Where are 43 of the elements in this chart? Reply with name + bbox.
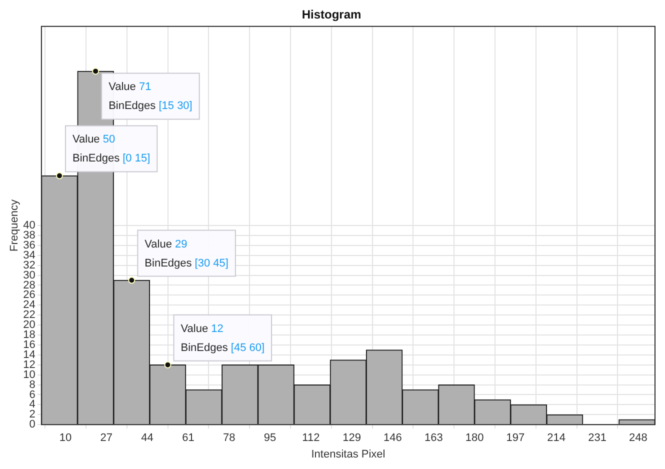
y-tick-label: 16 bbox=[23, 338, 36, 351]
y-tick-label: 18 bbox=[23, 329, 36, 342]
x-tick-label: 78 bbox=[222, 432, 236, 444]
x-tick-label: 197 bbox=[506, 432, 525, 444]
y-tick-label: 36 bbox=[23, 239, 36, 252]
y-tick-label: 32 bbox=[23, 259, 36, 272]
y-tick-label: 28 bbox=[23, 279, 36, 292]
x-tick-label: 231 bbox=[588, 432, 606, 444]
annotation: Value 29 BinEdges [30 45] bbox=[144, 238, 228, 270]
y-tick-label: 6 bbox=[29, 388, 36, 401]
x-tick-label: 146 bbox=[384, 432, 402, 444]
y-tick-label: 10 bbox=[23, 368, 36, 381]
y-tick-label: 14 bbox=[23, 348, 36, 361]
y-axis-title: Frequency bbox=[8, 199, 21, 252]
x-tick-label: 61 bbox=[182, 432, 194, 444]
y-tick-label: 34 bbox=[23, 249, 36, 262]
x-tick-label: 27 bbox=[100, 432, 113, 444]
y-tick-label: 8 bbox=[29, 378, 36, 391]
x-tick-label: 112 bbox=[302, 432, 320, 444]
y-tick-label: 2 bbox=[29, 408, 36, 421]
y-tick-label: 20 bbox=[23, 319, 36, 332]
x-tick-label: 44 bbox=[141, 432, 154, 444]
x-axis-title: Intensitas Pixel bbox=[311, 448, 386, 460]
annotation: Value 50 BinEdges [0 15] bbox=[72, 134, 150, 165]
y-tick-label: 12 bbox=[23, 358, 36, 371]
x-tick-label: 248 bbox=[628, 432, 648, 444]
x-tick-label: 163 bbox=[424, 432, 443, 444]
chart-title: Histogram bbox=[302, 8, 362, 22]
annotation: Value 12 BinEdges [45 60] bbox=[180, 322, 265, 354]
y-tick-label: 0 bbox=[29, 418, 36, 431]
y-tick-label: 26 bbox=[23, 289, 36, 302]
annotation: Value 71 BinEdges [15 30] bbox=[108, 81, 192, 112]
x-tick-label: 129 bbox=[342, 432, 362, 444]
x-tick-label: 180 bbox=[465, 432, 484, 444]
y-tick-label: 22 bbox=[23, 309, 36, 322]
y-tick-label: 40 bbox=[23, 220, 36, 232]
y-tick-label: 4 bbox=[29, 398, 36, 411]
x-tick-label: 214 bbox=[547, 432, 566, 444]
x-tick-label: 10 bbox=[59, 432, 72, 444]
y-tick-label: 30 bbox=[23, 269, 36, 282]
x-tick-label: 95 bbox=[264, 432, 276, 444]
y-tick-label: 38 bbox=[23, 229, 36, 242]
y-tick-label: 24 bbox=[23, 299, 36, 312]
